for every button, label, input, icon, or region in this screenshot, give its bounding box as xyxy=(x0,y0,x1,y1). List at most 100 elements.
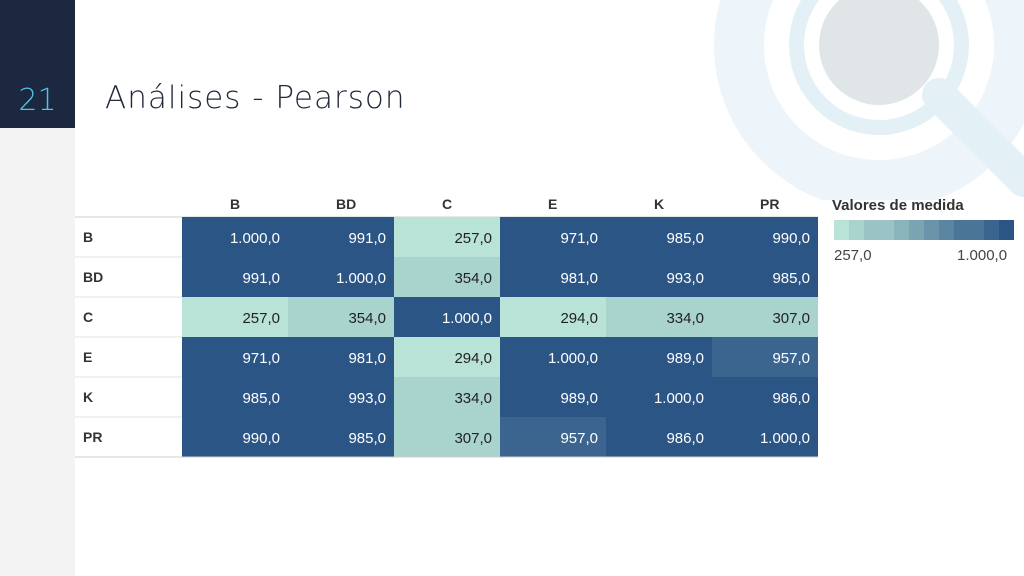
heatmap-cell xyxy=(288,217,394,257)
cell-value-label: 354,0 xyxy=(348,310,386,327)
heatmap-cell xyxy=(182,257,288,297)
column-header: K xyxy=(654,196,664,212)
slide-number: 21 xyxy=(18,83,57,118)
heatmap-chart: B BD C E K PR B 1.000,0 991,0 257,0 971,0 985,0 990,… xyxy=(75,196,818,458)
cell-value-label: 1.000,0 xyxy=(336,270,386,287)
cell-value-label: 971,0 xyxy=(560,230,598,247)
heatmap-cell xyxy=(182,297,288,337)
row-header: B xyxy=(83,229,93,245)
cell-value-label: 993,0 xyxy=(348,390,386,407)
cell-value-label: 985,0 xyxy=(348,430,386,447)
cell-value-label: 1.000,0 xyxy=(760,430,810,447)
legend-swatch xyxy=(879,220,894,240)
cell-value-label: 1.000,0 xyxy=(230,230,280,247)
heatmap-cell xyxy=(712,217,818,257)
heatmap-cell xyxy=(182,217,288,257)
legend-title: Valores de medida xyxy=(832,197,964,214)
legend-swatch xyxy=(969,220,984,240)
legend-swatch xyxy=(849,220,864,240)
heatmap-cell xyxy=(606,417,712,457)
heatmap-cell xyxy=(394,417,500,457)
cell-value-label: 1.000,0 xyxy=(442,310,492,327)
cell-value-label: 257,0 xyxy=(242,310,280,327)
cell-value-label: 981,0 xyxy=(560,270,598,287)
heatmap-cell xyxy=(394,297,500,337)
heatmap-cell xyxy=(394,377,500,417)
legend-swatch xyxy=(894,220,909,240)
cell-value-label: 1.000,0 xyxy=(654,390,704,407)
magnifier-decoration-icon xyxy=(714,0,1024,200)
legend-min-label: 257,0 xyxy=(834,247,872,264)
cell-value-label: 991,0 xyxy=(348,230,386,247)
heatmap-cell xyxy=(712,337,818,377)
cell-value-label: 334,0 xyxy=(666,310,704,327)
row-header: BD xyxy=(83,269,103,285)
heatmap-cell xyxy=(500,297,606,337)
heatmap-cell xyxy=(288,337,394,377)
column-header: BD xyxy=(336,196,356,212)
heatmap-cell xyxy=(500,377,606,417)
cell-value-label: 307,0 xyxy=(772,310,810,327)
cell-value-label: 1.000,0 xyxy=(548,350,598,367)
legend-swatch xyxy=(999,220,1014,240)
heatmap-cell xyxy=(288,257,394,297)
heatmap-cell xyxy=(500,217,606,257)
row-header: PR xyxy=(83,429,102,445)
cell-value-label: 985,0 xyxy=(666,230,704,247)
heatmap-cell xyxy=(182,377,288,417)
heatmap-cell xyxy=(500,257,606,297)
column-header: B xyxy=(230,196,240,212)
heatmap-cell xyxy=(288,417,394,457)
legend-swatch xyxy=(939,220,954,240)
cell-value-label: 334,0 xyxy=(454,390,492,407)
cell-value-label: 981,0 xyxy=(348,350,386,367)
legend-max-label: 1.000,0 xyxy=(957,247,1008,264)
legend-swatch xyxy=(984,220,999,240)
heatmap-cell xyxy=(606,297,712,337)
legend-color-scale xyxy=(834,220,1014,240)
heatmap-cell xyxy=(606,337,712,377)
heatmap-cell xyxy=(606,217,712,257)
heatmap-cell xyxy=(182,337,288,377)
heatmap-cell xyxy=(712,257,818,297)
cell-value-label: 971,0 xyxy=(242,350,280,367)
cell-value-label: 986,0 xyxy=(772,390,810,407)
legend-swatch xyxy=(909,220,924,240)
heatmap-cell xyxy=(288,377,394,417)
column-header: C xyxy=(442,196,452,212)
cell-value-label: 990,0 xyxy=(242,430,280,447)
legend-swatch xyxy=(954,220,969,240)
column-header: PR xyxy=(760,196,779,212)
row-header: C xyxy=(83,309,93,325)
cell-value-label: 989,0 xyxy=(560,390,598,407)
heatmap-cell xyxy=(500,337,606,377)
cell-value-label: 294,0 xyxy=(560,310,598,327)
cell-value-label: 294,0 xyxy=(454,350,492,367)
heatmap-cell xyxy=(394,217,500,257)
heatmap-cell xyxy=(712,297,818,337)
heatmap-cell xyxy=(288,297,394,337)
row-header: E xyxy=(83,349,92,365)
cell-value-label: 985,0 xyxy=(242,390,280,407)
cell-value-label: 257,0 xyxy=(454,230,492,247)
heatmap-cell xyxy=(394,337,500,377)
legend-swatch xyxy=(924,220,939,240)
heatmap-cell xyxy=(182,417,288,457)
slide-number-box: 21 xyxy=(0,0,75,128)
legend-swatch xyxy=(864,220,879,240)
cell-value-label: 991,0 xyxy=(242,270,280,287)
cell-value-label: 986,0 xyxy=(666,430,704,447)
heatmap-cell xyxy=(606,377,712,417)
cell-value-label: 354,0 xyxy=(454,270,492,287)
heatmap-cell xyxy=(606,257,712,297)
heatmap-cell xyxy=(712,377,818,417)
cell-value-label: 990,0 xyxy=(772,230,810,247)
cell-value-label: 307,0 xyxy=(454,430,492,447)
heatmap-cell xyxy=(500,417,606,457)
heatmap-cell xyxy=(394,257,500,297)
cell-value-label: 957,0 xyxy=(772,350,810,367)
cell-value-label: 985,0 xyxy=(772,270,810,287)
cell-value-label: 993,0 xyxy=(666,270,704,287)
column-header: E xyxy=(548,196,557,212)
cell-value-label: 989,0 xyxy=(666,350,704,367)
